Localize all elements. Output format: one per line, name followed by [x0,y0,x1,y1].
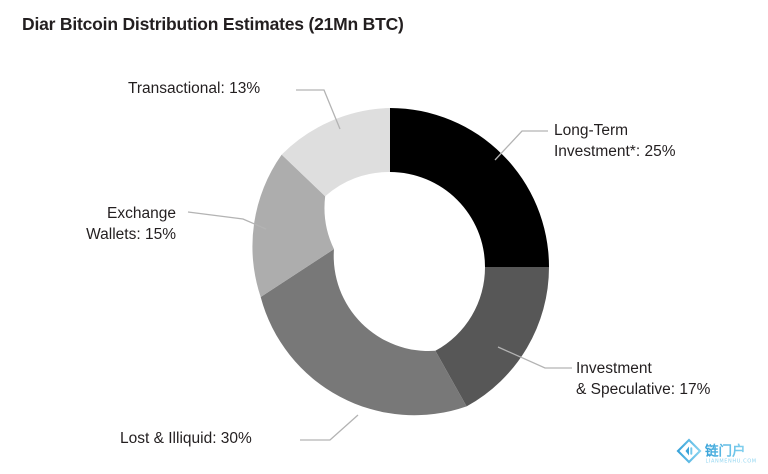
leader-lines [187,89,572,441]
watermark-brand-url: LIANMENHU.COM [706,459,757,465]
watermark-lianmenhu: 链门户 LIANMENHU.COM [676,438,760,468]
slice-long-term-investment[interactable] [390,108,549,267]
slice-label-transactional: Transactional: 13% [128,80,261,97]
slice-label-exchange-wallets: Exchange Wallets: 15% [86,205,176,243]
slice-transactional[interactable] [281,108,390,197]
leader-line-exchange [187,211,267,230]
watermark-svg: 链门户 LIANMENHU.COM [676,438,757,465]
diamond-logo-icon [676,438,702,464]
page-title: Diar Bitcoin Distribution Estimates (21M… [22,14,404,34]
donut-slices [252,108,549,416]
leader-line-lost-illiquid [300,414,359,441]
slice-investment-speculative[interactable] [435,267,549,407]
watermark-brand-cn: 链门户 [705,443,746,460]
slice-exchange-wallets[interactable] [252,154,334,298]
leader-line-long-term [494,130,548,161]
slice-label-lost-illiquid: Lost & Illiquid: 30% [120,430,252,447]
slice-label-long-term-investment: Long-Term Investment*: 25% [554,122,676,160]
slice-label-investment-speculative: Investment & Speculative: 17% [576,360,711,398]
leader-line-investment-speculative [497,346,572,369]
slice-lost-illiquid[interactable] [260,249,467,416]
leader-line-transactional [296,89,341,130]
